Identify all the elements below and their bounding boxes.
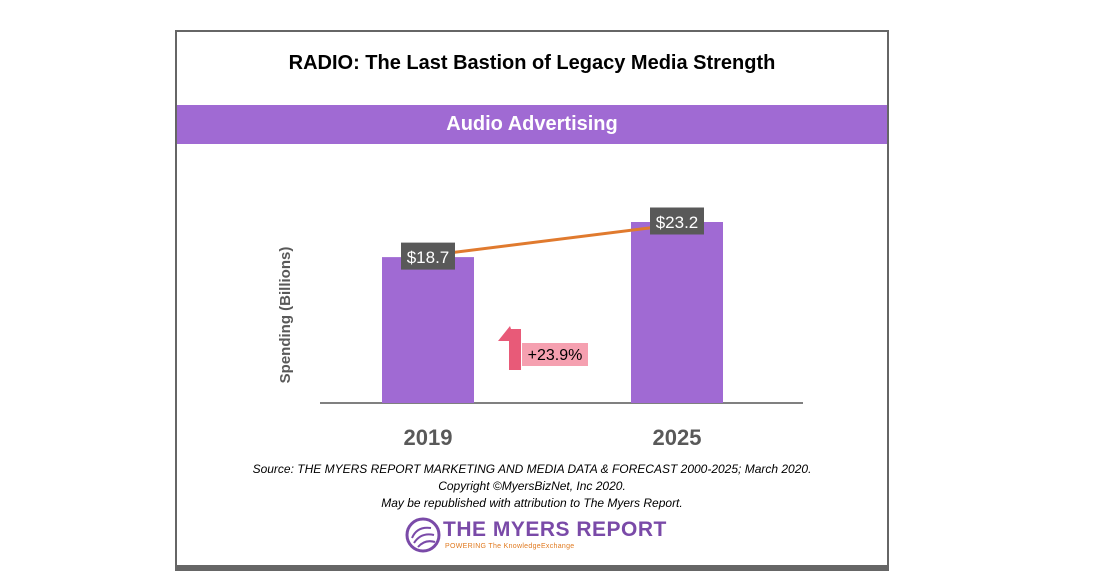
chart-frame: RADIO: The Last Bastion of Legacy Media … — [175, 30, 889, 571]
bar-2025 — [631, 222, 723, 403]
bar-chart: Spending (Billions) 2019 2025 $18.7 $23.2 +23… — [277, 207, 803, 450]
change-label-box — [522, 343, 588, 366]
myers-report-logo: THE MYERS REPORT POWERING The KnowledgeE… — [405, 516, 667, 556]
logo-name: THE MYERS REPORT — [443, 518, 667, 541]
change-label: +23.9% — [528, 347, 583, 364]
trend-line — [431, 222, 682, 257]
source-line: Source: THE MYERS REPORT MARKETING AND M… — [252, 462, 812, 476]
myers-logo-swirl-icon — [405, 517, 441, 553]
source-note: Source: THE MYERS REPORT MARKETING AND M… — [177, 461, 887, 512]
chart-subtitle-banner: Audio Advertising — [177, 105, 887, 144]
increase-arrow-icon — [498, 326, 521, 370]
chart-title: RADIO: The Last Bastion of Legacy Media … — [288, 52, 776, 74]
copyright-line: Copyright ©MyersBizNet, Inc 2020. — [438, 479, 626, 493]
data-label: $18.7 — [407, 248, 450, 267]
attribution-line: May be republished with attribution to T… — [381, 496, 683, 510]
x-tick-label: 2025 — [653, 425, 702, 450]
data-label: $23.2 — [656, 213, 699, 232]
y-axis-label: Spending (Billions) — [277, 247, 294, 384]
data-label-box — [650, 207, 704, 235]
x-tick-label: 2019 — [404, 425, 453, 450]
logo-tagline: POWERING The KnowledgeExchange — [445, 543, 575, 550]
data-label-box — [401, 242, 455, 270]
bar-2019 — [382, 257, 474, 403]
